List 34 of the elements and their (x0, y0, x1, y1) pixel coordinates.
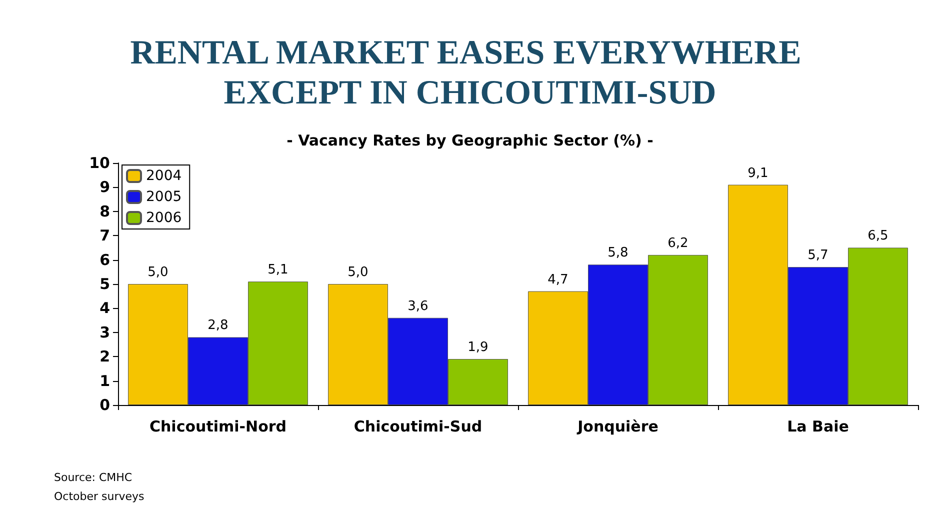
x-tick-label: Jonquière (576, 418, 658, 436)
legend-label: 2004 (146, 168, 182, 184)
y-tick-label: 9 (100, 178, 110, 196)
y-tick-label: 4 (100, 299, 110, 318)
y-tick-label: 7 (100, 226, 110, 245)
data-label: 5,8 (608, 246, 628, 261)
y-tick-label: 10 (89, 154, 110, 172)
y-tick-label: 3 (100, 323, 110, 342)
data-label: 6,2 (668, 236, 688, 251)
data-label: 5,1 (268, 262, 288, 278)
y-tick-label: 6 (100, 250, 110, 269)
y-tick-label: 2 (100, 348, 110, 366)
data-label: 6,5 (868, 228, 888, 244)
x-tick-label: Chicoutimi-Sud (354, 418, 482, 436)
legend-label: 2006 (146, 210, 182, 226)
data-label: 5,0 (148, 265, 168, 280)
y-tick-label: 5 (100, 275, 110, 293)
y-tick-label: 8 (100, 202, 110, 220)
data-label: 5,7 (808, 248, 828, 264)
chart-subtitle: - Vacancy Rates by Geographic Sector (%) - (286, 132, 654, 150)
x-tick-label: La Baie (787, 418, 849, 436)
x-tick-label: Chicoutimi-Nord (149, 418, 287, 436)
data-label: 2,8 (208, 318, 228, 334)
y-tick-label: 1 (100, 372, 110, 390)
y-tick-label: 0 (100, 396, 110, 414)
legend-label: 2005 (146, 189, 182, 205)
data-label: 9,1 (748, 166, 768, 181)
data-label: 5,0 (348, 265, 368, 280)
data-label: 3,6 (408, 298, 428, 314)
data-label: 1,9 (468, 340, 488, 356)
chart-title: RENTAL MARKET EASES EVERYWHERE EXCEPT IN CHICOUTIMI-SUD (130, 34, 810, 112)
text: October surveys (54, 490, 145, 503)
data-label: 4,7 (548, 272, 568, 288)
source-note: Source: CMHC (54, 471, 132, 484)
